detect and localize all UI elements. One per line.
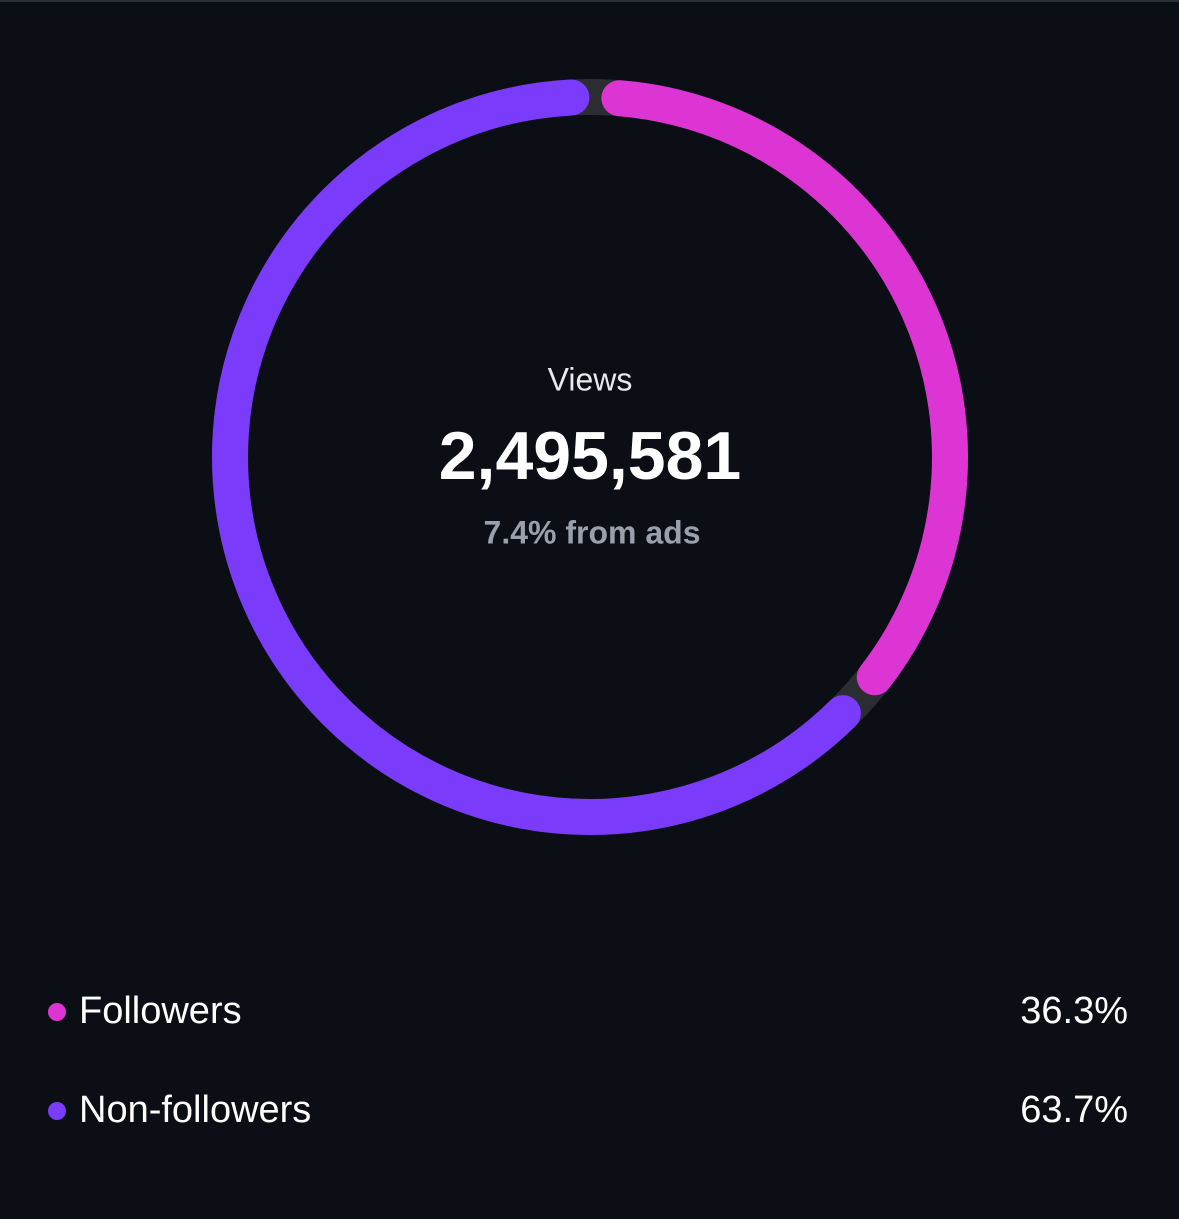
center-label: Views	[548, 361, 633, 397]
legend: Followers 36.3% Non-followers 63.7%	[48, 990, 1128, 1131]
legend-label: Non-followers	[79, 1089, 311, 1131]
donut-segment	[212, 79, 861, 835]
donut-segment	[601, 80, 968, 696]
center-value: 2,495,581	[439, 418, 742, 494]
value-label: 63.7%	[1020, 1089, 1128, 1131]
value-label: 36.3%	[1020, 990, 1128, 1032]
donut	[212, 79, 968, 835]
center-note: 7.4% from ads	[484, 514, 701, 550]
legend-marker	[48, 1003, 66, 1021]
legend-label: Followers	[79, 990, 242, 1032]
legend-marker	[48, 1102, 66, 1120]
